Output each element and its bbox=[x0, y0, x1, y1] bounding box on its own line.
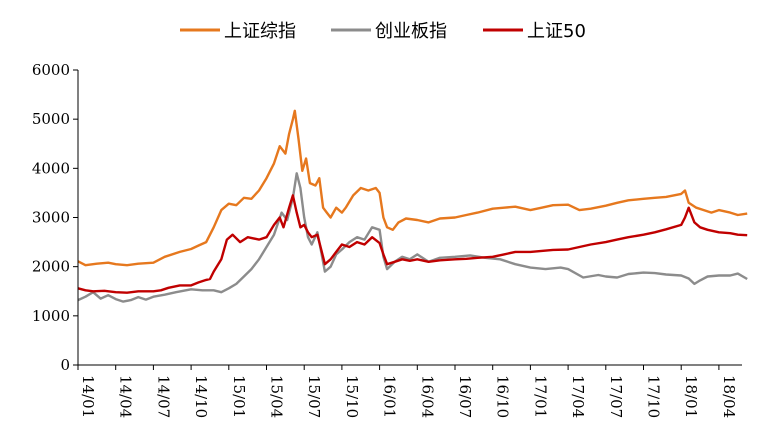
y-tick-label: 1000 bbox=[32, 307, 70, 325]
series-line-2 bbox=[77, 172, 748, 303]
y-axis-ticks: 0 1000 2000 3000 4000 5000 6000 bbox=[32, 61, 78, 374]
x-tick-label: 14/04 bbox=[117, 375, 135, 418]
x-tick-label: 16/01 bbox=[381, 375, 399, 418]
x-tick-label: 14/10 bbox=[192, 375, 210, 418]
y-tick-label: 0 bbox=[60, 356, 70, 374]
x-tick-label: 17/10 bbox=[645, 375, 663, 418]
y-tick-label: 4000 bbox=[32, 159, 70, 177]
x-tick-label: 14/01 bbox=[79, 375, 97, 418]
legend-label-3: 上证50 bbox=[527, 21, 586, 42]
chart-legend: 上证综指 创业板指 上证50 bbox=[180, 21, 586, 42]
x-tick-label: 14/07 bbox=[154, 375, 172, 418]
x-tick-label: 16/07 bbox=[456, 375, 474, 418]
x-tick-label: 15/10 bbox=[343, 375, 361, 418]
x-tick-label: 17/01 bbox=[531, 375, 549, 418]
x-tick-label: 18/01 bbox=[682, 375, 700, 418]
x-tick-label: 18/04 bbox=[720, 375, 738, 418]
x-tick-label: 16/10 bbox=[494, 375, 512, 418]
x-tick-label: 15/01 bbox=[230, 375, 248, 418]
y-tick-label: 5000 bbox=[32, 110, 70, 128]
legend-label-2: 创业板指 bbox=[375, 21, 447, 42]
x-tick-label: 17/04 bbox=[569, 375, 587, 418]
y-tick-label: 6000 bbox=[32, 61, 70, 79]
x-tick-label: 17/07 bbox=[607, 375, 625, 418]
series-line-1 bbox=[77, 109, 748, 267]
x-tick-label: 15/04 bbox=[268, 375, 286, 418]
x-tick-label: 16/04 bbox=[418, 375, 436, 418]
series-line-3 bbox=[77, 194, 748, 294]
series-lines bbox=[77, 109, 748, 303]
y-tick-label: 3000 bbox=[32, 209, 70, 227]
y-tick-label: 2000 bbox=[32, 258, 70, 276]
axes bbox=[77, 70, 742, 366]
x-tick-label: 15/07 bbox=[305, 375, 323, 418]
x-axis-ticks: 14/01 14/04 14/07 14/10 15/01 15/04 15/07 15/10… bbox=[77, 365, 738, 418]
legend-label-1: 上证综指 bbox=[224, 21, 296, 42]
